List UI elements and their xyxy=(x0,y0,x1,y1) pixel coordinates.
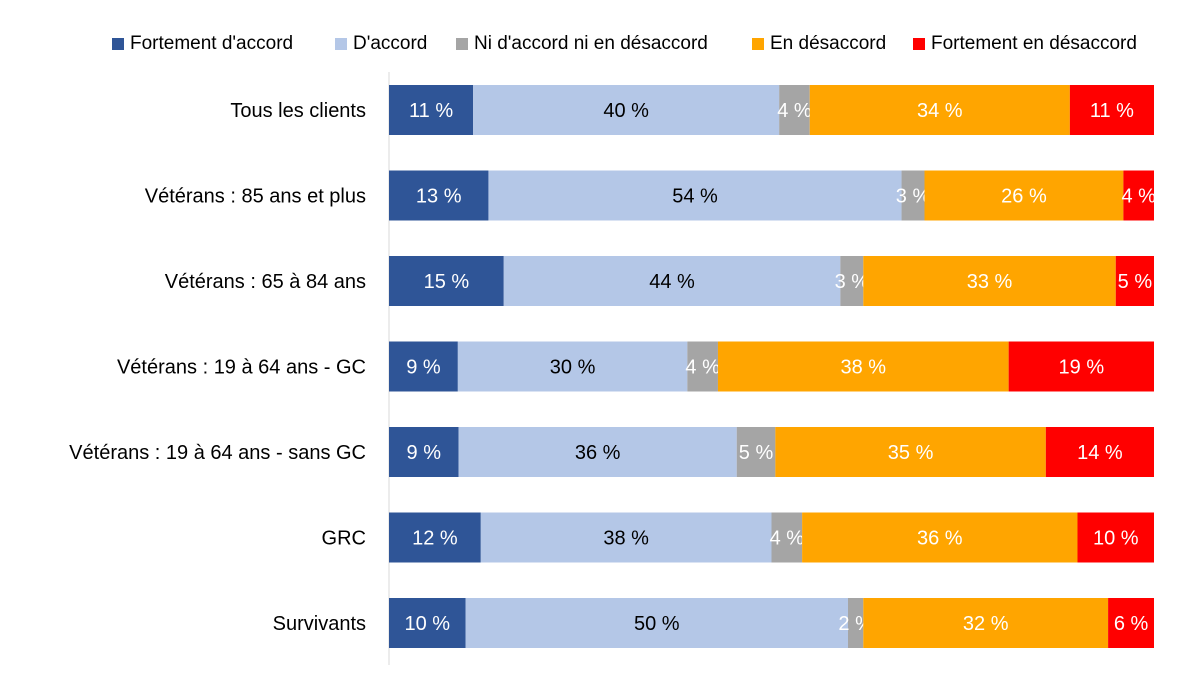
data-label: 12 % xyxy=(412,528,458,550)
bar-segment xyxy=(901,170,925,221)
bar-segment xyxy=(389,85,474,135)
category-label: Vétérans : 19 à 64 ans - sans GC xyxy=(69,442,366,464)
data-label: 38 % xyxy=(841,357,887,379)
legend-item: En désaccord xyxy=(752,33,886,55)
bar-segment xyxy=(503,256,841,306)
legend-swatch xyxy=(112,38,124,50)
data-label: 38 % xyxy=(603,528,649,550)
data-label: 11 % xyxy=(1090,100,1134,122)
bar-segment xyxy=(389,512,481,563)
data-label: 32 % xyxy=(963,613,1009,635)
bar-segment xyxy=(480,512,772,563)
bar-segment xyxy=(457,341,688,392)
bar-segment xyxy=(736,427,776,477)
bar-segment xyxy=(775,427,1046,477)
bar-segment xyxy=(809,85,1070,135)
legend-label: En désaccord xyxy=(770,33,887,54)
category-label: GRC xyxy=(322,528,366,550)
data-label: 5 % xyxy=(739,442,774,464)
bar-segment xyxy=(389,598,466,648)
bar-segment xyxy=(840,256,864,306)
data-label: 9 % xyxy=(406,357,441,379)
bar-segment xyxy=(1077,512,1154,563)
bar-segment xyxy=(1008,341,1154,392)
bar-segment xyxy=(488,170,902,221)
bar-segment xyxy=(717,341,1009,392)
bar-segment xyxy=(465,598,848,648)
data-label: 6 % xyxy=(1114,613,1149,635)
legend-label: D'accord xyxy=(353,33,428,54)
data-label: 40 % xyxy=(603,100,649,122)
data-label: 35 % xyxy=(888,442,934,464)
data-label: 3 % xyxy=(896,186,931,208)
data-label: 50 % xyxy=(634,613,680,635)
legend: Fortement d'accord D'accord Ni d'accord ni… xyxy=(0,33,1200,57)
legend-label: Ni d'accord ni en désaccord xyxy=(474,33,708,54)
data-label: 10 % xyxy=(1093,528,1139,550)
data-label: 4 % xyxy=(685,357,720,379)
category-label: Tous les clients xyxy=(230,100,366,122)
category-label: Vétérans : 85 ans et plus xyxy=(145,186,366,208)
bar-segment xyxy=(1045,427,1154,477)
data-label: 14 % xyxy=(1077,442,1123,464)
bar-segment xyxy=(863,598,1109,648)
data-label: 9 % xyxy=(407,442,442,464)
bar-segment xyxy=(687,341,718,392)
bar-segment xyxy=(1069,85,1154,135)
bar-segment xyxy=(458,427,737,477)
data-label: 30 % xyxy=(550,357,596,379)
category-label: Vétérans : 65 à 84 ans xyxy=(165,271,366,293)
legend-item: D'accord xyxy=(335,33,427,55)
data-label: 10 % xyxy=(404,613,450,635)
legend-swatch xyxy=(335,38,347,50)
bar-segment xyxy=(779,85,810,135)
legend-swatch xyxy=(456,38,468,50)
data-label: 36 % xyxy=(917,528,963,550)
legend-label: Fortement en désaccord xyxy=(931,33,1137,54)
data-label: 54 % xyxy=(672,186,718,208)
legend-item: Ni d'accord ni en désaccord xyxy=(456,33,708,55)
bar-segment xyxy=(389,427,459,477)
bar-segment xyxy=(1123,170,1154,221)
bar-segment xyxy=(389,256,504,306)
data-label: 34 % xyxy=(917,100,963,122)
data-label: 15 % xyxy=(424,271,470,293)
data-label: 36 % xyxy=(575,442,621,464)
bar-segment xyxy=(473,85,780,135)
data-label: 26 % xyxy=(1001,186,1047,208)
legend-item: Fortement en désaccord xyxy=(913,33,1137,55)
data-label: 19 % xyxy=(1059,357,1105,379)
bar-segment xyxy=(848,598,864,648)
data-label: 4 % xyxy=(770,528,805,550)
bar-segment xyxy=(771,512,803,563)
data-label: 11 % xyxy=(409,100,453,122)
bar-segment xyxy=(863,256,1116,306)
bar-segment xyxy=(924,170,1124,221)
bar-segment xyxy=(1108,598,1154,648)
category-label: Survivants xyxy=(273,613,366,635)
bar-segment xyxy=(389,341,458,392)
data-label: 13 % xyxy=(416,186,462,208)
bar-segment xyxy=(389,170,489,221)
data-label: 33 % xyxy=(967,271,1013,293)
data-label: 3 % xyxy=(835,271,870,293)
legend-item: Fortement d'accord xyxy=(112,33,293,55)
data-label: 4 % xyxy=(777,100,812,122)
data-label: 5 % xyxy=(1118,271,1153,293)
legend-swatch xyxy=(752,38,764,50)
data-label: 44 % xyxy=(649,271,695,293)
legend-label: Fortement d'accord xyxy=(130,33,294,54)
category-label: Vétérans : 19 à 64 ans - GC xyxy=(117,357,366,379)
legend-swatch xyxy=(913,38,925,50)
bar-segment xyxy=(802,512,1078,563)
bar-segment xyxy=(1115,256,1154,306)
data-label: 4 % xyxy=(1121,186,1156,208)
